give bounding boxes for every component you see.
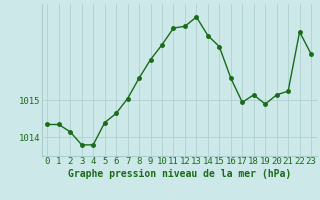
X-axis label: Graphe pression niveau de la mer (hPa): Graphe pression niveau de la mer (hPa) (68, 169, 291, 179)
